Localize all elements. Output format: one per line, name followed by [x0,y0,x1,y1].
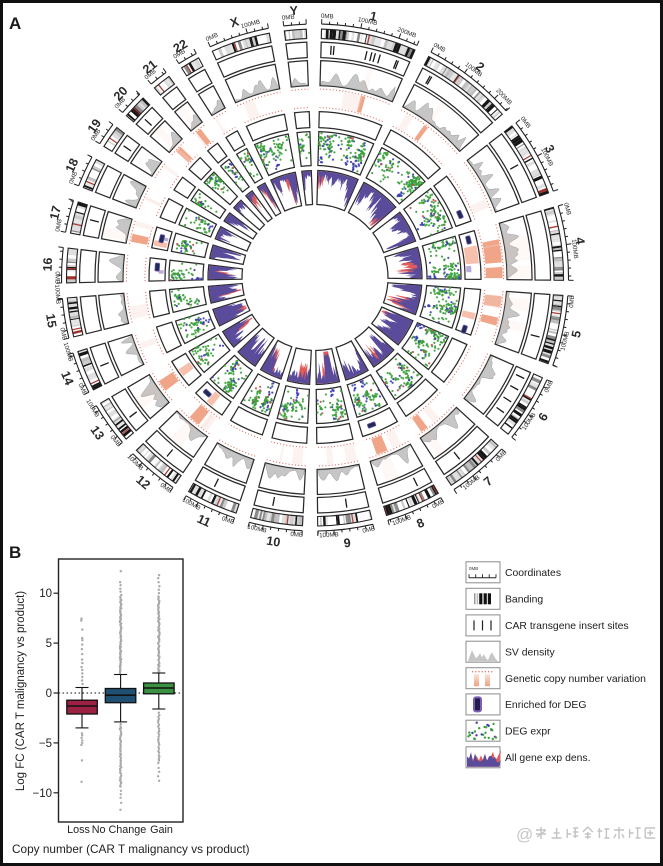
svg-text:12: 12 [133,473,153,493]
svg-text:0MB: 0MB [321,13,334,21]
svg-text:10: 10 [265,534,281,550]
svg-text:100MB: 100MB [570,239,579,259]
svg-text:0MB: 0MB [282,14,295,22]
svg-text:Enriched for DEG: Enriched for DEG [505,700,586,711]
svg-text:0MB: 0MB [431,498,446,510]
svg-text:−10: −10 [32,788,52,800]
svg-text:0MB: 0MB [58,327,68,341]
svg-text:100MB: 100MB [391,514,412,527]
svg-text:0MB: 0MB [68,171,79,185]
svg-text:6: 6 [536,410,552,423]
svg-text:Gain: Gain [150,824,173,836]
svg-text:0MB: 0MB [109,434,122,448]
svg-text:No Change: No Change [92,824,147,836]
svg-text:15: 15 [43,313,59,329]
svg-text:0MB: 0MB [54,218,63,232]
svg-text:Loss: Loss [67,824,90,836]
svg-text:100MB: 100MB [53,284,61,304]
svg-text:100MB: 100MB [240,19,261,31]
svg-text:16: 16 [40,257,55,272]
svg-text:0MB: 0MB [53,271,60,284]
svg-text:1: 1 [368,9,378,24]
svg-text:7: 7 [481,474,495,489]
svg-text:0MB: 0MB [543,379,555,393]
svg-text:0MB: 0MB [221,515,235,526]
svg-text:19: 19 [85,116,104,135]
svg-text:9: 9 [343,536,352,551]
svg-text:100MB: 100MB [247,523,268,534]
svg-text:200MB: 200MB [494,87,513,106]
svg-text:14: 14 [58,369,76,387]
svg-text:100MB: 100MB [319,531,339,539]
svg-text:0MB: 0MB [495,449,509,463]
svg-text:11: 11 [195,512,213,530]
svg-text:0: 0 [46,688,52,700]
svg-text:100MB: 100MB [357,16,378,27]
svg-text:0MB: 0MB [469,566,478,571]
svg-text:Copy number (CAR T malignancy: Copy number (CAR T malignancy vs product… [12,842,250,856]
svg-text:A: A [9,14,21,33]
svg-text:X: X [228,14,241,30]
svg-text:−5: −5 [39,738,52,750]
svg-text:0MB: 0MB [76,382,88,397]
svg-text:0MB: 0MB [568,295,576,308]
svg-text:@: @ [516,825,533,844]
svg-text:SV density: SV density [505,648,555,659]
svg-text:Y: Y [289,3,299,18]
svg-text:17: 17 [47,204,64,221]
svg-text:0MB: 0MB [562,202,572,216]
svg-text:0MB: 0MB [362,525,376,534]
svg-text:100MB: 100MB [62,342,74,363]
svg-text:22: 22 [171,37,190,56]
svg-text:5: 5 [569,329,584,339]
svg-text:Banding: Banding [505,595,543,606]
svg-text:8: 8 [415,515,427,531]
svg-text:21: 21 [140,57,160,77]
svg-text:CAR transgene insert sites: CAR transgene insert sites [505,621,629,632]
svg-text:4: 4 [573,236,588,245]
svg-text:13: 13 [87,423,106,442]
svg-text:0MB: 0MB [519,115,532,129]
svg-text:18: 18 [63,156,82,175]
svg-text:0MB: 0MB [290,531,303,539]
svg-text:0MB: 0MB [205,32,219,43]
svg-text:100MB: 100MB [559,331,571,352]
svg-text:5: 5 [46,638,52,650]
svg-text:B: B [9,543,21,562]
svg-text:Coordinates: Coordinates [505,568,561,579]
svg-text:Genetic copy number variation: Genetic copy number variation [505,674,646,685]
svg-text:Log FC (CAR T malignancy vs pr: Log FC (CAR T malignancy vs product) [15,591,27,791]
svg-text:20: 20 [111,84,131,104]
svg-text:DEG expr: DEG expr [505,727,551,738]
svg-text:10: 10 [39,588,52,600]
svg-text:0MB: 0MB [432,42,447,54]
svg-text:All gene exp dens.: All gene exp dens. [505,753,591,764]
